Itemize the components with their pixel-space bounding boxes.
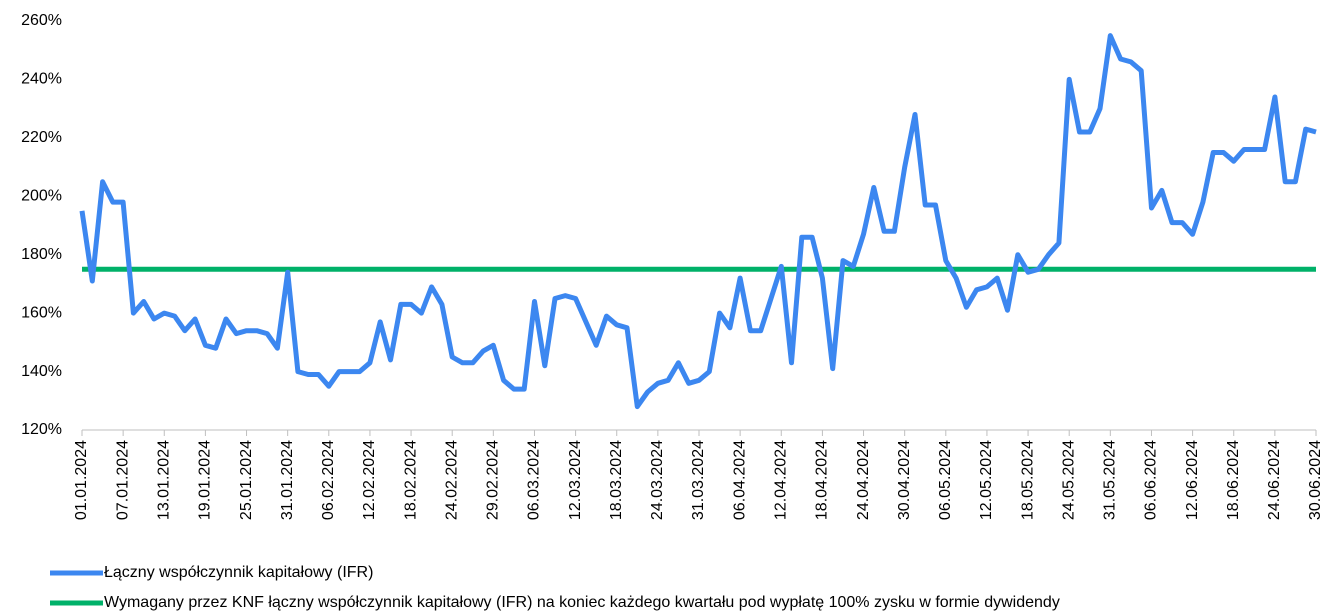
x-tick-label: 24.02.2024 [443,440,460,520]
series-line [79,33,1317,410]
x-tick-label: 31.01.2024 [279,440,296,520]
x-tick-label: 07.01.2024 [114,440,131,520]
x-tick-label: 18.05.2024 [1019,440,1036,520]
y-tick-label: 220% [21,129,62,146]
x-tick-label: 13.01.2024 [155,440,172,520]
x-tick-label: 24.06.2024 [1266,440,1283,520]
y-tick-label: 180% [21,246,62,263]
x-tick-label: 31.03.2024 [690,440,707,520]
y-tick-label: 200% [21,188,62,205]
x-tick-label: 31.05.2024 [1102,440,1119,520]
x-tick-label: 24.05.2024 [1060,440,1077,520]
legend-label: Wymagany przez KNF łączny współczynnik k… [104,594,1060,611]
x-tick-label: 18.04.2024 [814,440,831,520]
x-tick-label: 01.01.2024 [73,440,90,520]
x-tick-label: 12.05.2024 [978,440,995,520]
x-tick-label: 18.02.2024 [402,440,419,520]
x-tick-label: 18.03.2024 [608,440,625,520]
x-tick-label: 24.03.2024 [649,440,666,520]
x-tick-label: 12.02.2024 [361,440,378,520]
x-tick-label: 06.03.2024 [526,440,543,520]
y-tick-label: 260% [21,12,62,29]
x-tick-label: 06.06.2024 [1143,440,1160,520]
x-tick-label: 19.01.2024 [197,440,214,520]
x-tick-label: 25.01.2024 [238,440,255,520]
y-tick-label: 120% [21,421,62,438]
x-tick-label: 06.02.2024 [320,440,337,520]
y-tick-label: 140% [21,363,62,380]
x-tick-label: 30.04.2024 [896,440,913,520]
x-tick-label: 06.05.2024 [937,440,954,520]
x-tick-label: 06.04.2024 [731,440,748,520]
x-tick-label: 12.06.2024 [1184,440,1201,520]
x-tick-label: 29.02.2024 [485,440,502,520]
x-tick-label: 18.06.2024 [1225,440,1242,520]
x-tick-label: 24.04.2024 [855,440,872,520]
x-tick-label: 30.06.2024 [1307,440,1324,520]
y-tick-label: 160% [21,304,62,321]
x-tick-label: 12.04.2024 [772,440,789,520]
x-tick-label: 12.03.2024 [567,440,584,520]
legend-label: Łączny współczynnik kapitałowy (IFR) [104,564,373,581]
y-tick-label: 240% [21,71,62,88]
